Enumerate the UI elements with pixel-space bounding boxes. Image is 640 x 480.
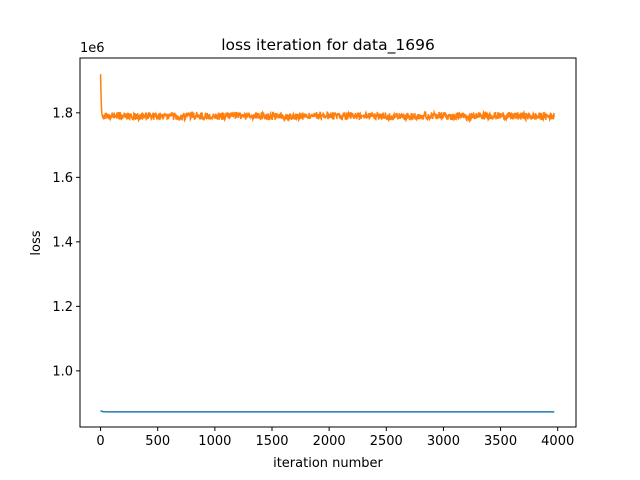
y-offset-label: 1e6 xyxy=(80,41,105,56)
y-tick-label: 1.4 xyxy=(52,235,73,250)
x-tick-label: 4000 xyxy=(541,434,574,449)
x-tick-label: 1500 xyxy=(255,434,288,449)
series-line-0 xyxy=(100,409,555,413)
chart-title: loss iteration for data_1696 xyxy=(221,36,435,55)
y-tick-label: 1.6 xyxy=(52,171,73,186)
x-axis-ticks: 0 500 1000 1500 2000 2500 3000 3500 4000 xyxy=(96,427,574,449)
plot-area xyxy=(79,57,577,428)
axes-frame xyxy=(79,57,577,428)
y-axis-ticks: 1.0 1.2 1.4 1.6 1.8 xyxy=(52,106,80,379)
y-axis-label: loss xyxy=(29,230,44,255)
y-tick-label: 1.8 xyxy=(52,106,73,121)
x-tick-label: 1000 xyxy=(198,434,231,449)
x-tick-label: 500 xyxy=(145,434,170,449)
x-tick-label: 3000 xyxy=(427,434,460,449)
x-tick-label: 2000 xyxy=(313,434,346,449)
x-axis-label: iteration number xyxy=(273,456,383,471)
y-tick-label: 1.2 xyxy=(52,300,73,315)
series-layer xyxy=(99,74,555,413)
series-line-1 xyxy=(99,74,555,123)
x-tick-label: 2500 xyxy=(370,434,403,449)
y-tick-label: 1.0 xyxy=(52,364,73,379)
x-tick-label: 0 xyxy=(96,434,104,449)
x-tick-label: 3500 xyxy=(484,434,517,449)
